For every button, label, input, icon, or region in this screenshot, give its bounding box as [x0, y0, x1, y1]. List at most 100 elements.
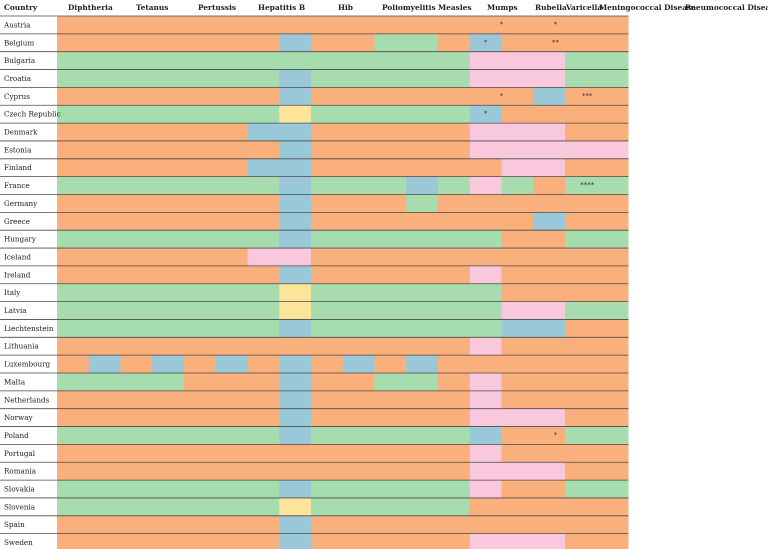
cell-hungary-14-16 — [501, 230, 565, 249]
cell-liechtenstein-16-18 — [565, 319, 629, 338]
row-slovenia: Slovenia — [4, 497, 629, 516]
row-germany: Germany — [4, 194, 629, 213]
column-header-meningococcal-disease: Meningococcal Disease — [599, 3, 696, 12]
row-bulgaria: Bulgaria — [4, 51, 629, 70]
cell-iceland-6-8 — [247, 248, 311, 266]
country-label: Spain — [4, 520, 25, 529]
cell-finland-6-8 — [247, 158, 311, 177]
country-label: Sweden — [4, 538, 33, 547]
row-slovakia: Slovakia — [4, 480, 629, 498]
cell-greece-7-8 — [279, 212, 311, 231]
cell-italy-7-8 — [279, 283, 311, 302]
cell-croatia-7-8 — [279, 69, 311, 88]
row-hungary: Hungary — [4, 230, 629, 249]
row-belgium: Belgium * ** — [4, 33, 629, 52]
cell-sweden-13-16 — [469, 533, 565, 549]
row-poland: Poland * — [4, 426, 629, 445]
country-label: Croatia — [4, 74, 32, 83]
country-label: Norway — [4, 413, 33, 422]
cell-finland-0-18 — [57, 158, 629, 177]
footnote-marker: * — [554, 431, 558, 439]
cell-czech-republic-14-18 — [501, 105, 629, 124]
cell-belgium-10-12 — [374, 33, 438, 52]
cell-france-15-16 — [533, 176, 565, 195]
row-romania: Romania — [4, 462, 629, 481]
cell-luxembourg-3-4 — [152, 355, 184, 373]
row-denmark: Denmark — [4, 123, 629, 141]
cell-belgium-13-14 — [469, 33, 502, 52]
row-sweden: Sweden — [4, 533, 629, 549]
row-portugal: Portugal — [4, 444, 629, 463]
cell-france-7-8 — [279, 176, 311, 195]
cell-spain-0-18 — [57, 515, 629, 534]
cell-bulgaria-13-16 — [469, 51, 565, 70]
column-header-poliomyelitis: Poliomyelitis — [382, 3, 436, 12]
country-label: Belgium — [4, 38, 34, 47]
column-header-diphtheria: Diphtheria — [68, 3, 113, 12]
column-header-hib: Hib — [338, 3, 353, 12]
footnote-marker: **** — [580, 181, 595, 189]
cell-belgium-7-8 — [279, 33, 311, 52]
country-label: Finland — [4, 163, 32, 172]
country-label: Malta — [4, 377, 26, 386]
footnote-marker: ** — [552, 38, 560, 46]
cell-austria-0-18 — [57, 16, 629, 34]
cell-norway-7-8 — [279, 408, 311, 427]
row-header: Country — [4, 3, 38, 12]
cell-liechtenstein-7-8 — [279, 319, 311, 338]
column-header-measles: Measles — [438, 3, 472, 12]
row-france: France **** — [4, 176, 629, 195]
row-malta: Malta — [4, 373, 629, 391]
cell-luxembourg-11-12 — [406, 355, 438, 373]
cell-malta-7-8 — [279, 373, 311, 391]
cell-germany-11-12 — [406, 194, 438, 213]
country-label: Hungary — [4, 235, 37, 244]
cell-ireland-13-14 — [469, 265, 502, 284]
cell-italy-0-18 — [57, 283, 629, 302]
cell-slovenia-13-18 — [469, 497, 629, 516]
row-spain: Spain — [4, 515, 629, 534]
column-header-tetanus: Tetanus — [136, 3, 168, 12]
row-cyprus: Cyprus * *** — [4, 87, 629, 106]
cell-iceland-0-18 — [57, 248, 629, 266]
cell-romania-13-16 — [469, 462, 565, 481]
cell-netherlands-0-18 — [57, 390, 629, 409]
row-estonia: Estonia — [4, 140, 629, 159]
country-label: Italy — [4, 288, 21, 297]
cell-slovakia-7-8 — [279, 480, 311, 498]
cell-liechtenstein-0-18 — [57, 319, 629, 338]
footnote-marker: * — [484, 110, 488, 118]
cell-hungary-0-18 — [57, 230, 629, 249]
footnote-marker: * — [500, 20, 504, 28]
cell-latvia-0-18 — [57, 301, 629, 320]
cell-slovakia-13-14 — [469, 480, 502, 498]
cell-luxembourg-5-6 — [215, 355, 248, 373]
cell-liechtenstein-14-16 — [501, 319, 565, 338]
cell-malta-10-12 — [374, 373, 438, 391]
cell-cyprus-0-18 — [57, 87, 629, 106]
row-separators — [0, 15, 629, 535]
country-label: Iceland — [4, 252, 31, 261]
cell-poland-14-16 — [501, 426, 565, 445]
cell-france-11-12 — [406, 176, 438, 195]
cell-ireland-7-8 — [279, 265, 311, 284]
cell-slovenia-7-8 — [279, 497, 311, 516]
row-lithuania: Lithuania — [4, 337, 629, 356]
row-italy: Italy — [4, 283, 629, 302]
cell-netherlands-7-8 — [279, 390, 311, 409]
cell-lithuania-13-14 — [469, 337, 502, 356]
cell-portugal-0-18 — [57, 444, 629, 463]
cell-denmark-6-8 — [247, 123, 311, 141]
cell-latvia-14-16 — [501, 301, 565, 320]
country-label: Slovakia — [4, 485, 36, 494]
cell-finland-14-16 — [501, 158, 565, 177]
country-label: Estonia — [4, 145, 32, 154]
footnote-marker: * — [484, 38, 488, 46]
footnote-marker: * — [554, 20, 558, 28]
country-label: Greece — [4, 217, 30, 226]
footnote-marker: * — [500, 92, 504, 100]
cell-norway-13-16 — [469, 408, 565, 427]
cell-luxembourg-1-2 — [88, 355, 121, 373]
country-label: Bulgaria — [4, 56, 36, 65]
